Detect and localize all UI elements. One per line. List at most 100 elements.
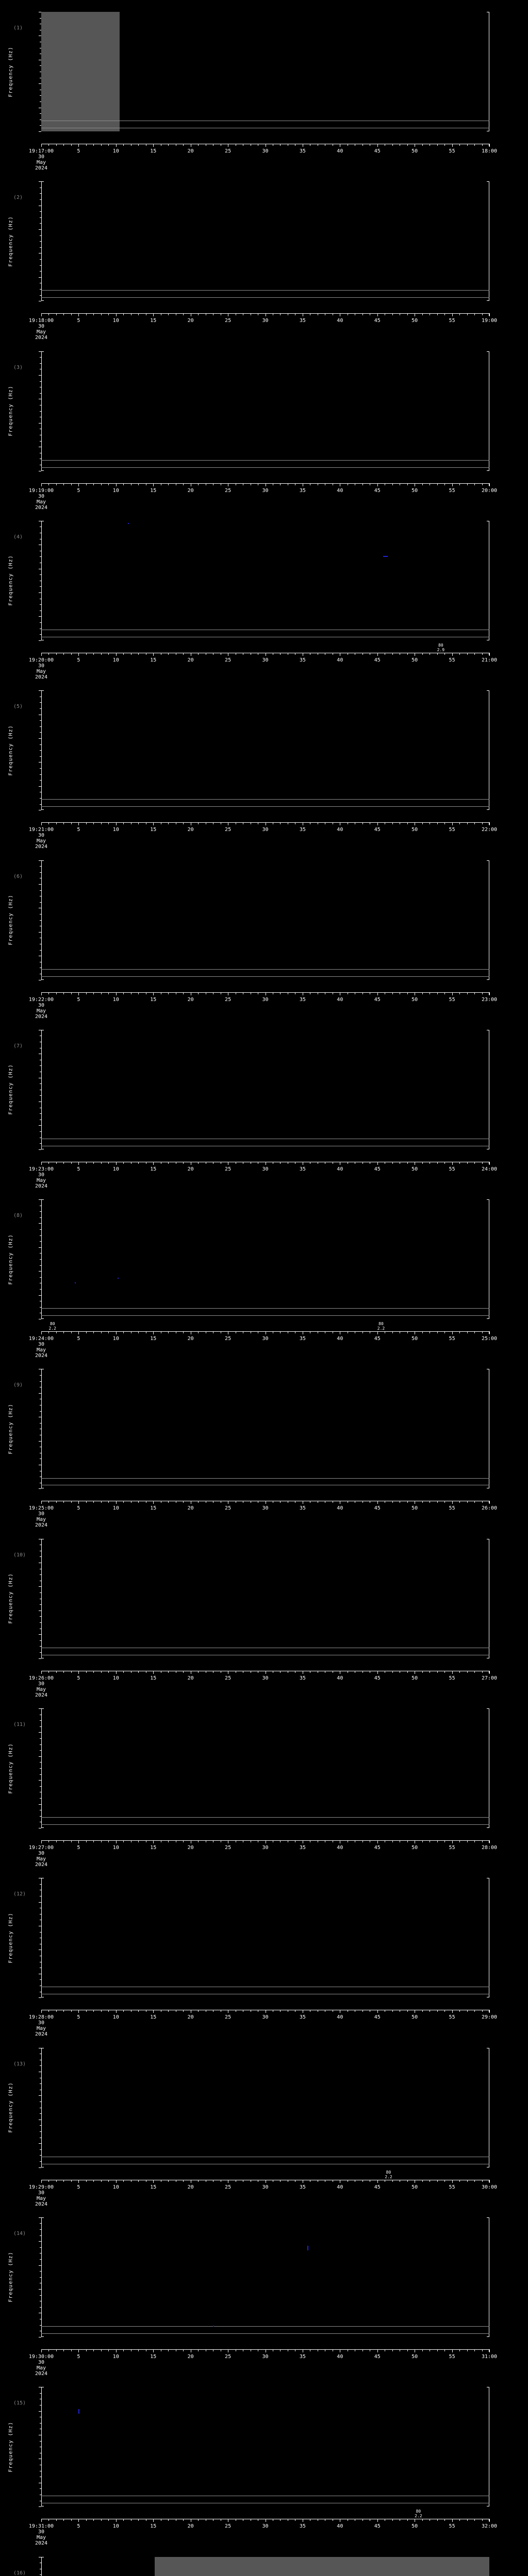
x-axis-tick [392,483,393,485]
y-axis-tick [39,2241,41,2242]
x-axis-tick [116,313,117,317]
x-axis-tick [437,822,438,825]
x-axis-tick-label: 35 [299,487,306,494]
x-axis-tick-label: 55 [449,2184,455,2190]
x-axis-tick [459,1331,460,1334]
data-marker [213,2326,214,2327]
x-axis-tick-label: 35 [299,148,306,154]
x-axis-tick [41,2179,42,2183]
y-axis-minor-tick [40,1744,41,1745]
x-axis-tick [377,1840,378,1843]
x-axis-start-label-line: 2024 [35,1692,48,1698]
y-axis-minor-tick [40,866,41,867]
x-axis-tick [474,652,475,655]
y-axis-tick [39,2143,41,2144]
x-axis-tick [78,313,79,317]
x-axis-start-label-line: May [36,2535,46,2541]
y-axis-tick [39,351,41,352]
x-axis-tick-label: 55 [449,1845,455,1851]
x-axis-start-label: 19:30:00 30 May 2024 [29,2354,54,2377]
x-axis-tick [138,652,139,655]
x-axis-tick [48,1501,50,1503]
plot-area: 02004006008001000 [39,1029,489,1150]
x-axis-tick-label: 15 [150,1505,157,1512]
x-axis-tick-label: 45 [374,487,381,494]
x-axis-start-label: 19:28:00 30 May 2024 [29,2014,54,2037]
x-axis-tick [474,992,475,994]
y-axis-tick [39,1223,41,1224]
x-axis-tick-label: 40 [337,1845,343,1851]
panel-number-label: (16) [13,2570,26,2576]
x-axis-tick [362,822,363,825]
x-axis-tick [392,313,393,316]
data-marker [383,556,388,557]
x-axis-tick [474,2179,475,2182]
x-axis-start-label-line: 30 [38,1511,45,1517]
x-axis-tick-label: 20 [187,2014,194,2021]
y-axis-minor-tick [40,2247,41,2248]
x-axis-tick [101,1670,102,1673]
x-axis-tick [56,1840,57,1842]
x-axis-tick-label: 20 [187,1505,194,1512]
x-axis-tick [101,313,102,316]
x-axis-tick [56,652,57,655]
x-axis [41,483,490,486]
x-axis-tick [93,313,94,316]
y-axis-minor-tick [40,1774,41,1775]
x-axis-tick-label: 5 [77,2353,80,2360]
y-axis-minor-tick [40,2125,41,2126]
y-axis-tick [39,592,41,594]
x-axis-tick [444,2519,446,2521]
spectrogram-panel: (2) Frequency (Hz) 02004006008001000 5 10 15 2… [0,181,528,347]
x-axis-tick-label: 25 [225,2014,232,2021]
x-axis-tick [392,2519,393,2521]
y-axis-minor-tick [40,1411,41,1412]
y-axis-minor-tick [40,702,41,703]
x-axis-tick [56,992,57,994]
x-axis-tick-label: 55 [449,657,455,663]
y-axis-tick [39,786,41,787]
x-axis-tick [63,313,64,316]
x-axis-tick [489,2519,490,2522]
plot-area: 02004006008001000 [39,1199,489,1320]
x-axis-tick [489,2179,490,2183]
x-axis-tick [56,1501,57,1503]
gridline [41,2326,489,2327]
x-axis-tick [482,2179,483,2182]
x-axis-end-label: 25:00 [481,1336,498,1342]
x-axis-tick-label: 10 [112,1505,119,1512]
x-axis-tick-label: 25 [225,996,232,1003]
panel-number-label: (9) [13,1382,23,1388]
x-axis-tick-label: 35 [299,1675,306,1681]
y-axis-minor-tick [40,241,41,242]
y-axis-minor-tick [40,2488,41,2489]
x-axis-tick [392,992,393,994]
x-axis-tick-label: 40 [337,1336,343,1342]
x-axis-tick [377,313,378,317]
x-axis-tick [71,144,72,146]
x-axis-tick [437,1501,438,1503]
y-axis-title: Frequency (Hz) [7,12,14,131]
x-axis-tick-label: 55 [449,1505,455,1512]
x-axis-tick [138,483,139,485]
x-axis-tick [78,1670,79,1674]
x-axis-tick [407,144,408,146]
x-axis-tick [467,1840,468,1842]
x-axis-tick [437,2349,438,2351]
x-axis-tick [123,2349,124,2351]
x-axis-start-label: 19:29:00 30 May 2024 [29,2184,54,2207]
plot-area: 02004006008001000 [39,2047,489,2168]
x-axis-tick [183,144,184,146]
y-axis-tick [39,640,41,641]
x-axis-tick [116,2519,117,2522]
y-axis-minor-tick [40,744,41,745]
x-axis-tick [444,1161,446,1164]
gridline [41,806,489,807]
x-axis-tick [93,1501,94,1503]
x-axis-tick [407,1840,408,1842]
x-axis-tick [444,2179,446,2182]
x-axis-tick-label: 25 [225,148,232,154]
x-axis-tick-label: 30 [262,1336,269,1342]
data-marker [75,1282,76,1284]
y-axis-minor-tick [40,2325,41,2326]
